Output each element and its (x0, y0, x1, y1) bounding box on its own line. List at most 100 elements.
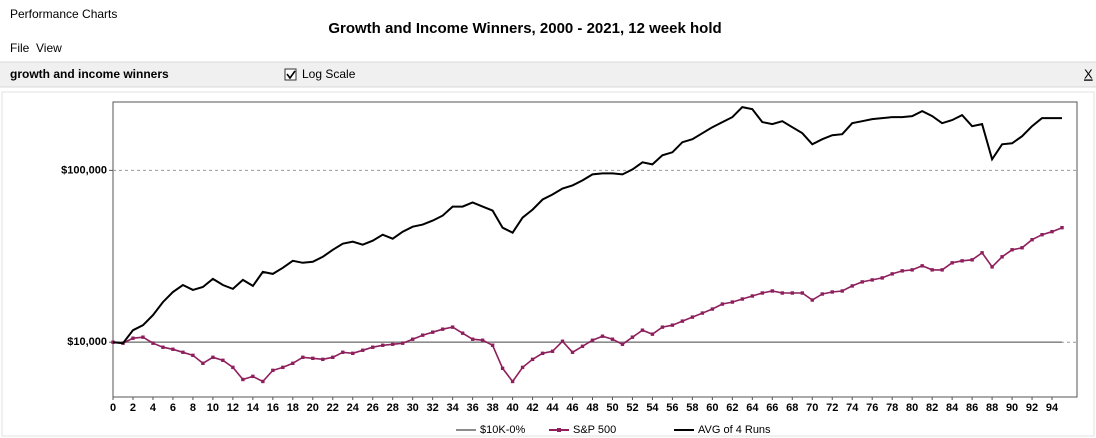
series-marker (960, 259, 964, 263)
x-tick-label: 44 (546, 402, 559, 414)
series-marker (1060, 225, 1064, 230)
x-tick-label: 22 (327, 402, 339, 414)
x-tick-label: 2 (130, 402, 136, 414)
checkbox-check (286, 70, 296, 80)
x-tick-label: 60 (706, 402, 718, 414)
series-marker (660, 325, 665, 329)
x-tick-label: 42 (526, 402, 538, 414)
series-marker (460, 331, 465, 335)
series-marker (750, 294, 755, 298)
series-marker (700, 311, 705, 315)
x-tick-label: 76 (866, 402, 878, 414)
series-marker (341, 350, 345, 354)
series-marker (530, 357, 535, 362)
series-marker (251, 374, 255, 379)
legend-label: AVG of 4 Runs (698, 424, 771, 436)
x-tick-label: 34 (447, 402, 460, 414)
series-marker (770, 289, 775, 293)
series-marker (211, 355, 215, 360)
series-marker (141, 335, 145, 339)
series-marker (181, 350, 185, 354)
toolbar (0, 62, 1096, 87)
series-marker (620, 342, 625, 346)
series-marker (391, 342, 395, 346)
series-marker (690, 315, 695, 319)
x-tick-label: 62 (726, 402, 738, 414)
series-marker (710, 307, 715, 311)
menu-item[interactable]: View (36, 41, 62, 55)
series-marker (970, 258, 974, 262)
x-tick-label: 56 (666, 402, 678, 414)
series-marker (880, 276, 884, 280)
series-marker (1040, 232, 1044, 237)
series-marker (730, 300, 735, 304)
series-marker (1050, 229, 1054, 234)
series-marker (790, 291, 794, 295)
series-marker (381, 343, 385, 347)
series-marker (600, 334, 605, 338)
series-marker (351, 351, 355, 356)
x-tick-label: 74 (846, 402, 859, 414)
series-marker (840, 289, 844, 293)
legend-marker (557, 428, 561, 432)
x-tick-label: 50 (606, 402, 618, 414)
x-tick-label: 38 (486, 402, 498, 414)
x-tick-label: 40 (506, 402, 518, 414)
series-marker (510, 379, 515, 384)
series-marker (470, 337, 475, 341)
plot-area (112, 101, 1078, 398)
series-marker (930, 268, 934, 272)
x-tick-label: 72 (826, 402, 838, 414)
series-marker (670, 323, 675, 327)
x-tick-label: 48 (586, 402, 598, 414)
series-marker (191, 353, 195, 358)
series-marker (630, 335, 635, 339)
x-tick-label: 52 (626, 402, 638, 414)
series-marker (291, 361, 295, 365)
series-marker (990, 265, 994, 269)
x-tick-label: 0 (110, 402, 116, 414)
series-marker (640, 328, 645, 332)
series-marker (900, 269, 904, 273)
series-marker (1020, 246, 1024, 250)
x-tick-label: 58 (686, 402, 698, 414)
series-marker (760, 291, 765, 295)
series-marker (680, 319, 685, 323)
close-button[interactable]: X (1084, 66, 1093, 81)
series-marker (301, 355, 305, 360)
series-marker (650, 332, 655, 336)
x-tick-label: 90 (1006, 402, 1018, 414)
y-tick-label: $100,000 (61, 164, 107, 176)
x-tick-label: 84 (946, 402, 959, 414)
series-marker (550, 349, 555, 353)
checkbox-label[interactable]: Log Scale (302, 67, 356, 81)
x-tick-label: 92 (1026, 402, 1038, 414)
series-marker (980, 251, 984, 255)
chart-title: Growth and Income Winners, 2000 - 2021, … (328, 20, 721, 37)
series-marker (490, 343, 495, 347)
x-tick-label: 16 (267, 402, 279, 414)
series-marker (420, 333, 425, 337)
x-tick-label: 70 (806, 402, 818, 414)
log-scale-checkbox[interactable] (284, 68, 297, 81)
series-marker (870, 278, 874, 282)
x-tick-label: 28 (387, 402, 399, 414)
series-marker (231, 365, 235, 370)
series-marker (450, 325, 455, 329)
legend-label: $10K-0% (480, 424, 525, 436)
checkbox-box[interactable] (284, 68, 297, 81)
menu-item[interactable]: File (10, 41, 30, 55)
x-tick-label: 94 (1046, 402, 1059, 414)
series-marker (540, 351, 545, 356)
series-marker (361, 348, 365, 352)
x-tick-label: 8 (190, 402, 196, 414)
series-marker (890, 272, 894, 276)
series-marker (910, 268, 914, 272)
series-marker (720, 302, 725, 306)
series-marker (221, 358, 225, 362)
series-line (112, 106, 1062, 345)
x-tick-label: 88 (986, 402, 998, 414)
x-tick-label: 82 (926, 402, 938, 414)
x-tick-label: 24 (347, 402, 360, 414)
